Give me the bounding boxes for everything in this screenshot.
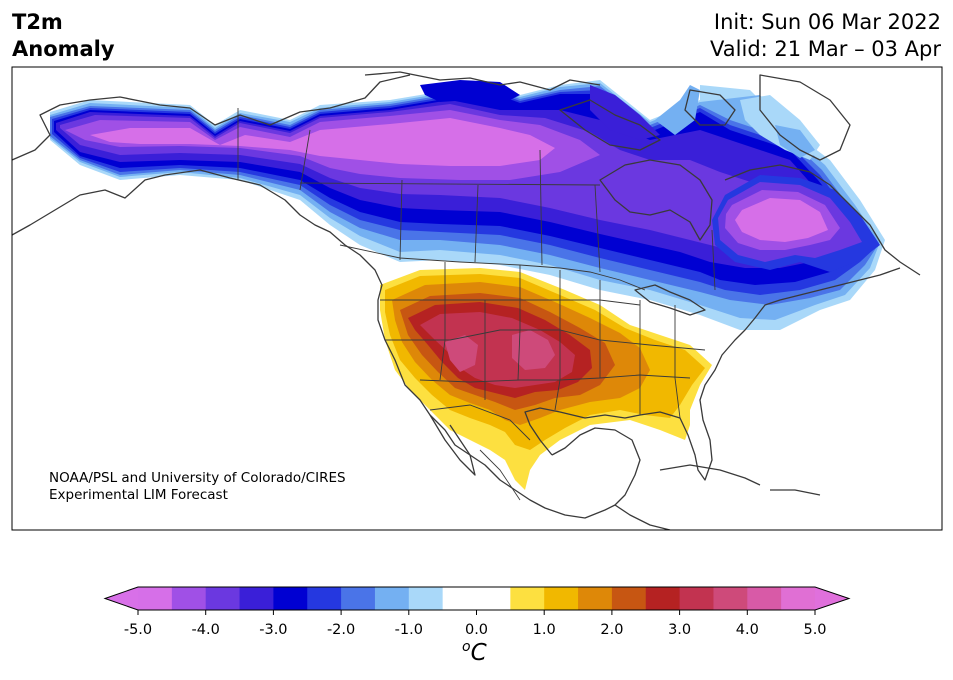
colorbar-tick-label: -5.0 — [123, 622, 153, 638]
colorbar-segment — [205, 587, 241, 610]
colorbar-tick-label: 5.0 — [803, 622, 827, 638]
variable-title: T2m Anomaly — [12, 9, 115, 63]
colorbar-tick-label: -4.0 — [191, 622, 220, 638]
colorbar-tick-label: -3.0 — [259, 622, 288, 638]
init-date: Init: Sun 06 Mar 2022 — [713, 10, 941, 34]
colorbar-segment — [611, 587, 647, 610]
colorbar-segment — [747, 587, 782, 610]
colorbar-tick-label: 1.0 — [532, 622, 556, 638]
colorbar-tick-label: 3.0 — [668, 622, 692, 638]
credit-line2: Experimental LIM Forecast — [49, 487, 228, 503]
warm-contour-7 — [445, 335, 478, 372]
geographic-outlines — [12, 71, 921, 530]
colorbar-segment — [578, 587, 613, 610]
variable-title-line2: Anomaly — [12, 37, 115, 61]
colorbar-extend-low — [105, 587, 138, 610]
colorbar-segment — [239, 587, 274, 610]
cold-cell-labrador-3 — [735, 198, 828, 242]
colorbar-segment — [442, 587, 478, 610]
warm-contour-7b — [512, 330, 555, 370]
colorbar-segment — [408, 587, 444, 610]
colorbar-segment — [138, 587, 173, 610]
colorbar-segment — [374, 587, 410, 610]
colorbar-segment — [307, 587, 342, 610]
credit-line1: NOAA/PSL and University of Colorado/CIRE… — [49, 470, 346, 486]
colorbar-segment — [510, 587, 545, 610]
colorbar-tick-label: 4.0 — [735, 622, 759, 638]
political-borders — [237, 108, 716, 501]
colorbar-segment — [645, 587, 681, 610]
colorbar-unit-degree: o — [462, 639, 471, 655]
colorbar-segment — [341, 587, 376, 610]
colorbar-segment — [544, 587, 579, 610]
colorbar-tick-label: 0.0 — [464, 622, 489, 638]
colorbar-extend-high — [815, 587, 849, 610]
warm-contour-6 — [420, 312, 575, 388]
cold-cell-arctic-5 — [775, 125, 815, 158]
colorbar-segment — [476, 587, 511, 610]
colorbar-tick-label: -2.0 — [326, 622, 356, 638]
colorbar-segment — [273, 587, 308, 610]
colorbar-segment — [679, 587, 715, 610]
colorbar-segment — [781, 587, 816, 610]
colorbar-unit-letter: C — [470, 640, 487, 666]
cold-contour-8 — [90, 118, 555, 166]
colorbar-tick-label: -1.0 — [394, 622, 423, 638]
colorbar-tick-label: 2.0 — [600, 622, 624, 638]
colorbar-unit: oC — [462, 639, 487, 666]
valid-range: Valid: 21 Mar – 03 Apr — [710, 37, 941, 61]
date-info: Init: Sun 06 Mar 2022 Valid: 21 Mar – 03… — [710, 9, 941, 63]
cold-cell-arctic-1 — [420, 80, 520, 105]
colorbar-segment — [713, 587, 748, 610]
credit-text: NOAA/PSL and University of Colorado/CIRE… — [49, 470, 346, 504]
colorbar-segment — [171, 587, 207, 610]
variable-title-line1: T2m — [12, 10, 63, 34]
